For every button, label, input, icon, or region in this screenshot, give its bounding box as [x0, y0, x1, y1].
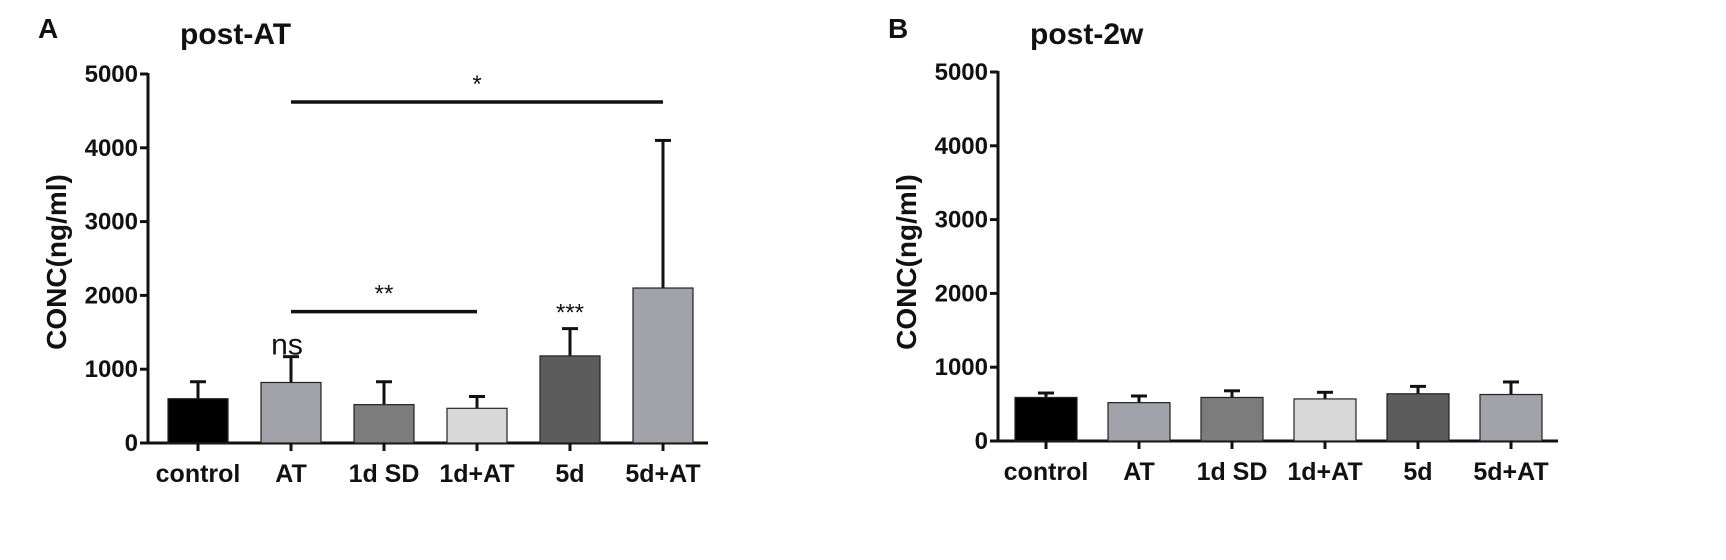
panel-b-category-label: 1d SD	[1197, 458, 1268, 486]
panel-b: B post-2w CONC(ng/ml) 0 1000 2000 3000 4000 5…	[888, 13, 1558, 486]
panel-b-y-axis-label: CONC(ng/ml)	[891, 174, 922, 350]
panel-b-label: B	[888, 13, 908, 44]
panel-a-category-label: control	[156, 460, 241, 488]
panel-a-title: post-AT	[180, 18, 291, 51]
panel-b-bar-5d-at	[1479, 393, 1543, 442]
panel-a-bar-control	[167, 398, 229, 444]
panel-b-category-label: 5d+AT	[1473, 458, 1548, 486]
panel-a-category-label: 5d+AT	[625, 460, 700, 488]
panel-b-y-tick-label: 1000	[935, 354, 988, 381]
panel-b-bar-control	[1014, 396, 1078, 442]
panel-a-category-label: AT	[275, 460, 306, 488]
panel-a-y-tick-label: 0	[125, 430, 138, 457]
panel-a-category-label: 1d+AT	[439, 460, 514, 488]
panel-a-bar-1d-at	[446, 407, 508, 444]
panel-b-bar-1d-sd	[1200, 396, 1264, 442]
panel-b-y-tick-label: 3000	[935, 207, 988, 234]
panel-b-category-label: control	[1004, 458, 1089, 486]
panel-b-category-label: AT	[1123, 458, 1154, 486]
panel-b-y-tick-label: 0	[975, 428, 988, 455]
panel-b-bar-5d	[1386, 393, 1450, 442]
panel-a-significance-label: *	[472, 71, 481, 98]
panel-a-annotation: ***	[556, 300, 584, 327]
panel-a-y-axis-label: CONC(ng/ml)	[41, 174, 72, 350]
panel-b-bar-at	[1107, 402, 1171, 442]
panel-a-y-tick-label: 2000	[85, 282, 138, 309]
panel-a-bar-at	[260, 381, 322, 444]
panel-a-label: A	[38, 13, 58, 44]
panel-a-y-tick-label: 3000	[85, 209, 138, 236]
panel-a-y-tick-label: 4000	[85, 135, 138, 162]
panel-b-title: post-2w	[1030, 18, 1144, 51]
panel-a-significance-label: **	[375, 281, 394, 308]
panel-a-bar-5d-at	[632, 287, 694, 444]
panel-a-annotation: ns	[271, 329, 303, 362]
panel-b-category-label: 5d	[1403, 458, 1432, 486]
panel-b-y-tick-label: 4000	[935, 133, 988, 160]
panel-a-category-label: 5d	[555, 460, 584, 488]
panel-a-y-tick-label: 5000	[85, 61, 138, 88]
panel-a-category-label: 1d SD	[349, 460, 420, 488]
panel-a-y-tick-label: 1000	[85, 356, 138, 383]
panel-b-y-tick-label: 2000	[935, 280, 988, 307]
panel-a-bar-1d-sd	[353, 404, 415, 444]
panel-b-bar-1d-at	[1293, 398, 1357, 442]
panel-b-y-tick-label: 5000	[935, 59, 988, 86]
panel-b-category-label: 1d+AT	[1287, 458, 1362, 486]
panel-a-bar-5d	[539, 355, 601, 444]
panel-a: A post-AT CONC(ng/ml) 0 1000 2000 3000 4000 5…	[38, 13, 708, 488]
